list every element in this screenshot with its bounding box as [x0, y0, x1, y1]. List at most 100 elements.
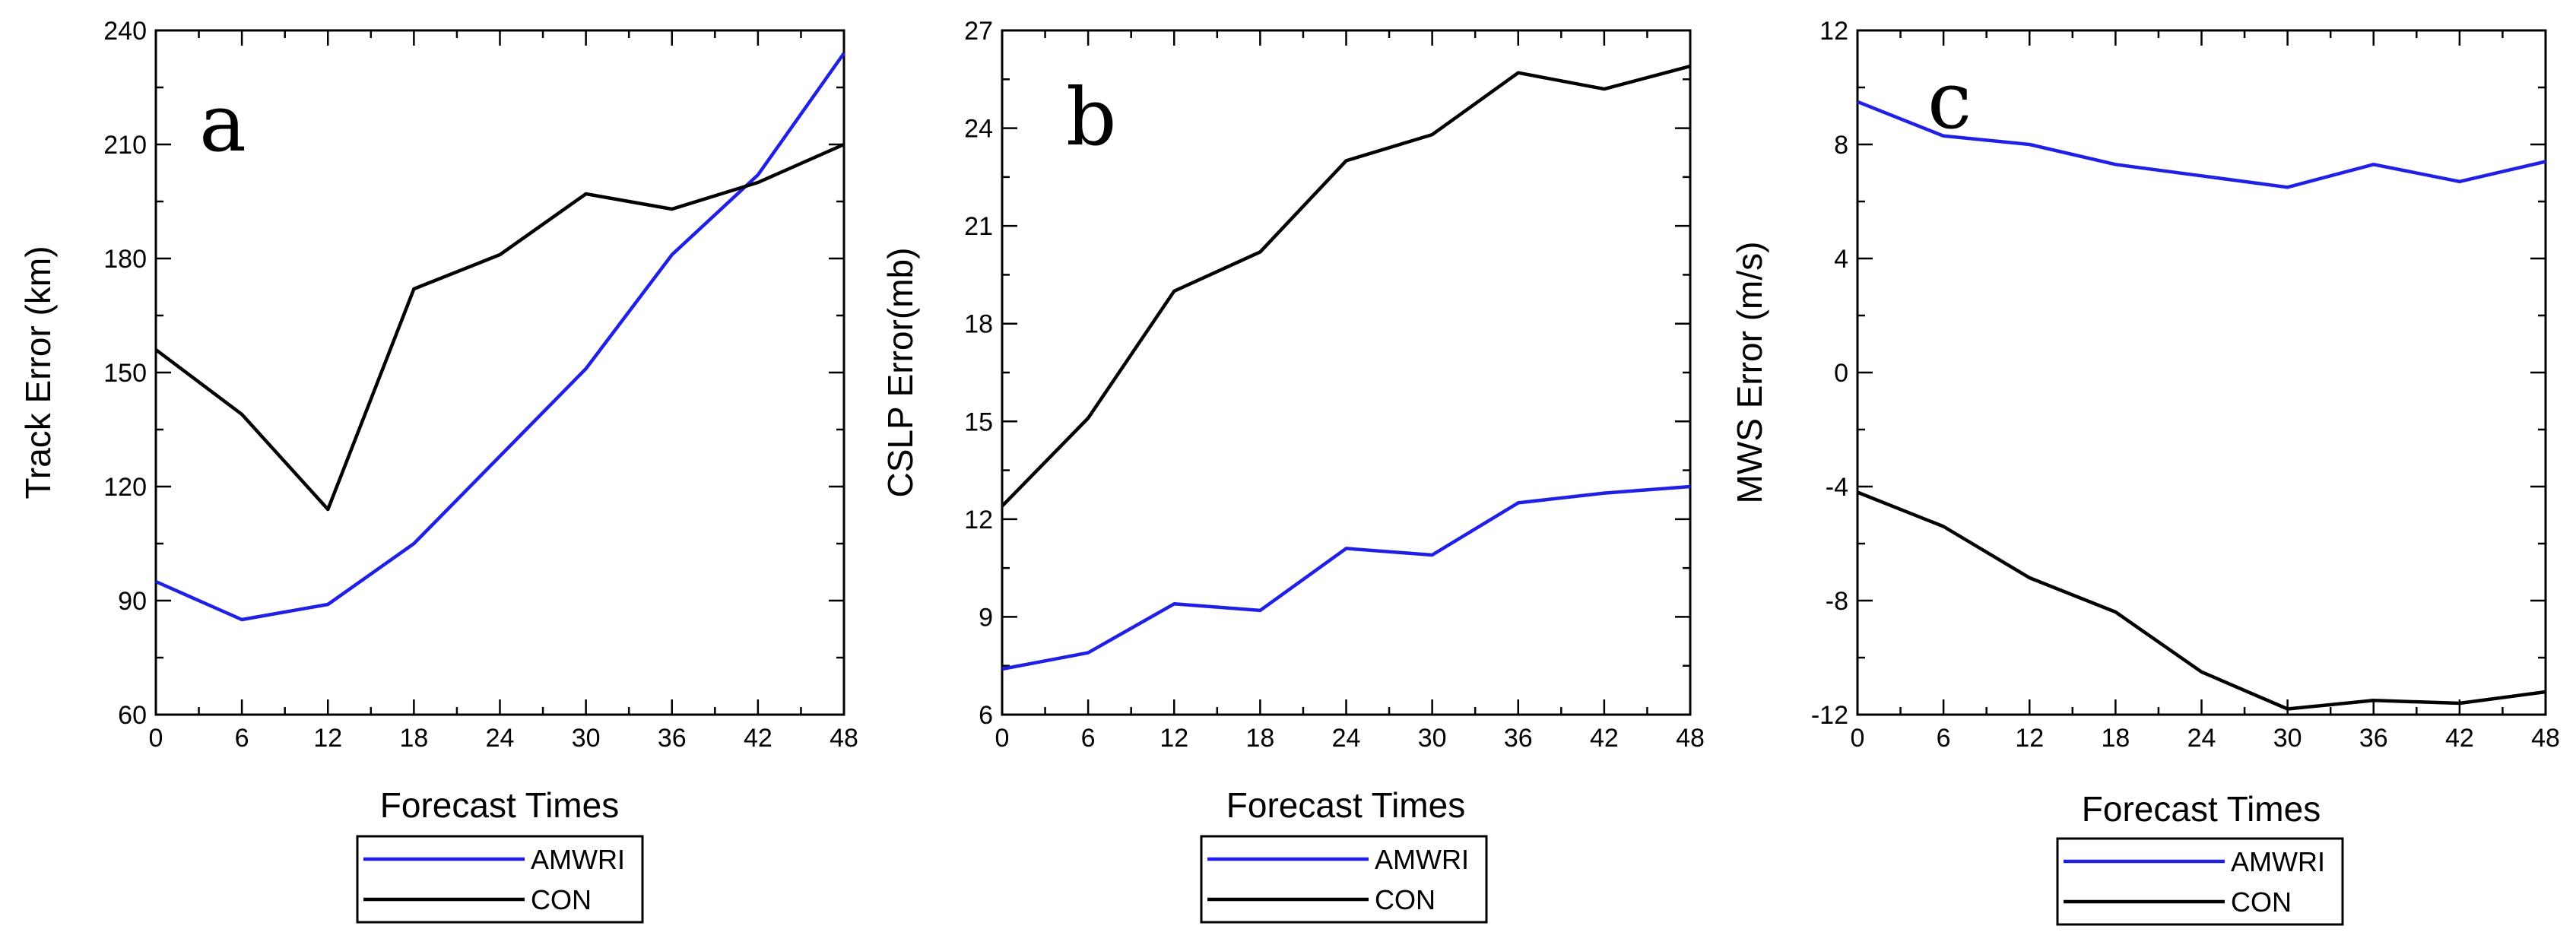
x-tick-label: 30: [1418, 724, 1447, 753]
legend: AMWRI CON: [1200, 835, 1488, 924]
series-line-amwri: [1001, 484, 1691, 671]
x-tick-label: 6: [1937, 724, 1951, 753]
data-point-con: [2372, 699, 2375, 702]
y-tick-label: 12: [964, 506, 993, 534]
x-tick-label: 12: [2015, 724, 2044, 753]
data-point-con: [1856, 491, 1859, 494]
x-tick-label: 24: [2187, 724, 2216, 753]
data-point-con: [671, 208, 674, 211]
x-tick-label: 36: [1504, 724, 1533, 753]
data-point-con: [1258, 250, 1261, 253]
series-line-con: [1857, 490, 2546, 711]
y-tick-label: 180: [103, 245, 147, 274]
x-axis-title: Forecast Times: [2082, 789, 2321, 829]
data-point-con: [1087, 417, 1090, 420]
data-point-amwri: [240, 618, 243, 621]
data-point-con: [1603, 87, 1606, 90]
y-tick-label: 0: [1834, 359, 1848, 388]
data-point-amwri: [842, 52, 845, 55]
y-tick-label: 4: [1834, 245, 1848, 274]
data-point-amwri: [326, 603, 329, 606]
y-tick-label: 6: [979, 701, 993, 730]
x-tick-label: 30: [2273, 724, 2302, 753]
legend-box: [2056, 837, 2344, 926]
data-point-amwri: [154, 580, 157, 583]
data-point-amwri: [2286, 186, 2289, 189]
data-point-con: [1942, 525, 1945, 528]
x-tick-label: 18: [399, 724, 428, 753]
legend-label-con: CON: [531, 884, 592, 915]
y-tick-label: 21: [964, 212, 993, 241]
x-tick-label: 18: [1245, 724, 1274, 753]
y-tick-label: 18: [964, 310, 993, 339]
data-point-con: [412, 287, 415, 290]
x-axis-title: Forecast Times: [1226, 785, 1465, 825]
data-point-con: [1172, 290, 1175, 293]
legend-label-amwri: AMWRI: [1375, 844, 1469, 875]
data-point-amwri: [1431, 553, 1434, 557]
data-point-amwri: [2544, 160, 2547, 163]
data-point-con: [1517, 71, 1520, 75]
data-point-amwri: [2114, 163, 2117, 166]
legend-label-con: CON: [1375, 884, 1436, 915]
x-tick-label: 0: [1851, 724, 1865, 753]
legend-box: [1200, 835, 1488, 924]
panel-letter: b: [1066, 71, 1117, 163]
data-point-amwri: [412, 542, 415, 545]
data-point-con: [1001, 505, 1004, 508]
y-tick-label: -8: [1826, 587, 1848, 616]
x-tick-label: 6: [235, 724, 249, 753]
x-tick-label: 12: [1160, 724, 1188, 753]
data-point-con: [1689, 65, 1692, 68]
data-point-con: [2544, 690, 2547, 693]
series-line-amwri: [155, 52, 845, 622]
x-tick-label: 6: [1081, 724, 1096, 753]
legend: AMWRI CON: [2056, 837, 2344, 926]
data-point-amwri: [2200, 174, 2203, 177]
data-point-con: [2114, 610, 2117, 614]
data-point-con: [2286, 708, 2289, 711]
data-point-amwri: [671, 253, 674, 256]
data-point-con: [2458, 702, 2461, 705]
data-point-amwri: [1001, 668, 1004, 671]
x-tick-label: 18: [2101, 724, 2130, 753]
x-tick-label: 48: [1676, 724, 1705, 753]
y-axis-title: Track Error (km): [18, 246, 58, 499]
data-point-con: [499, 253, 502, 256]
y-tick-label: 210: [103, 131, 147, 160]
legend-box: [356, 835, 644, 924]
data-point-amwri: [1856, 100, 1859, 103]
y-tick-label: -12: [1811, 701, 1848, 730]
data-point-con: [2028, 576, 2031, 579]
x-axis-title: Forecast Times: [380, 785, 619, 825]
series-line-amwri: [1857, 100, 2546, 189]
y-tick-label: 150: [103, 359, 147, 388]
x-tick-label: 36: [2359, 724, 2388, 753]
panel-letter: c: [1927, 54, 1972, 147]
data-point-amwri: [499, 455, 502, 458]
data-point-amwri: [2458, 180, 2461, 183]
x-tick-label: 24: [1332, 724, 1361, 753]
data-point-con: [1431, 133, 1434, 136]
panel-a: 0 6 12 18 24 30 36 42 48 60 90 120 150 180 210 240 a F…: [18, 17, 858, 924]
x-tick-label: 48: [2531, 724, 2560, 753]
y-axis-title: MWS Error (m/s): [1730, 242, 1769, 504]
x-tick-label: 12: [313, 724, 342, 753]
data-point-amwri: [585, 367, 588, 370]
data-point-amwri: [2372, 163, 2375, 166]
data-point-con: [585, 192, 588, 195]
x-tick-label: 42: [2445, 724, 2474, 753]
y-tick-label: 90: [118, 587, 147, 616]
data-point-amwri: [2028, 143, 2031, 146]
x-tick-label: 36: [658, 724, 687, 753]
series-line-con: [1001, 64, 1691, 508]
data-point-con: [2200, 671, 2203, 674]
series-line-con: [154, 142, 845, 512]
data-point-amwri: [1345, 547, 1348, 550]
data-point-amwri: [1689, 485, 1692, 488]
y-tick-label: 27: [964, 17, 993, 46]
data-point-con: [757, 181, 760, 184]
